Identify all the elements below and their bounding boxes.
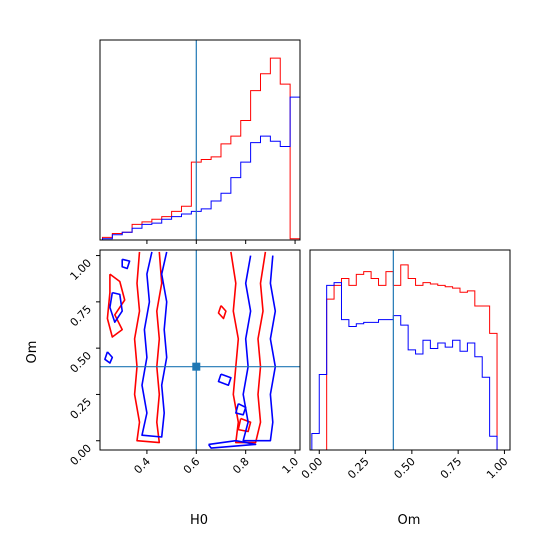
om-ytick-label-0: 0.00: [68, 442, 95, 469]
contour-series-1-level-6: [207, 439, 257, 449]
h0-xtick-label-0: 0.4: [131, 455, 153, 477]
h0-xtick-label-3: 1.0: [280, 455, 302, 477]
h0-xtick-label-1: 0.6: [181, 455, 203, 477]
h0-histogram-series-1: [101, 96, 301, 240]
contour-series-1-level-1: [242, 255, 277, 442]
om-ytick-label-3: 0.75: [68, 303, 95, 330]
contour-series-0-level-0: [133, 251, 163, 444]
h0-xtick-label-2: 0.8: [230, 455, 252, 477]
h0-marginal-panel: [99, 39, 301, 244]
om-xtick-label-4: 1.00: [484, 455, 511, 482]
contour-series-1-level-0: [141, 251, 168, 438]
axis-labels: H0 Om Om: [25, 341, 420, 528]
om-xtick-label-2: 0.50: [391, 455, 418, 482]
om-xtick-label-1: 0.25: [345, 455, 372, 482]
om-ytick-label-1: 0.25: [68, 395, 95, 422]
contour-series-0-level-4: [237, 417, 252, 433]
h0-marginal-frame: [99, 39, 301, 241]
contour-series-1-level-3: [104, 351, 114, 364]
x-axis-label-om: Om: [398, 513, 421, 528]
om-ytick-label-4: 1.00: [68, 256, 95, 283]
contour-series-1-level-7: [121, 258, 131, 270]
y-axis-label-om: Om: [25, 341, 40, 364]
om-marginal-frame: [309, 249, 511, 451]
om-marginal-panel: 0.00 0.25 0.50 0.75 1.00: [299, 249, 511, 482]
h0-om-contour-panel: 0.4 0.6 0.8 1.0 0.00 0.25 0.50 0.75 1.00: [68, 249, 302, 477]
contour-series-0-level-2: [106, 273, 126, 338]
contour-series-1-level-4: [217, 373, 232, 387]
contour-lines: [104, 251, 277, 449]
om-ytick-label-2: 0.50: [68, 349, 95, 376]
x-axis-label-h0: H0: [190, 513, 208, 528]
om-xtick-label-3: 0.75: [438, 455, 465, 482]
contour-series-1-level-5: [235, 402, 247, 416]
om-histogram-series-1: [311, 282, 505, 451]
contour-series-0-level-1: [230, 251, 267, 444]
contour-truth-marker: [192, 362, 201, 371]
h0-histogram-series-0: [101, 57, 301, 240]
om-xtick-label-0: 0.00: [299, 455, 326, 482]
om-histogram-series-0: [311, 264, 505, 451]
contour-frame: [99, 249, 301, 451]
contour-series-0-level-3: [217, 305, 227, 320]
contour-series-1-level-2: [109, 291, 123, 324]
